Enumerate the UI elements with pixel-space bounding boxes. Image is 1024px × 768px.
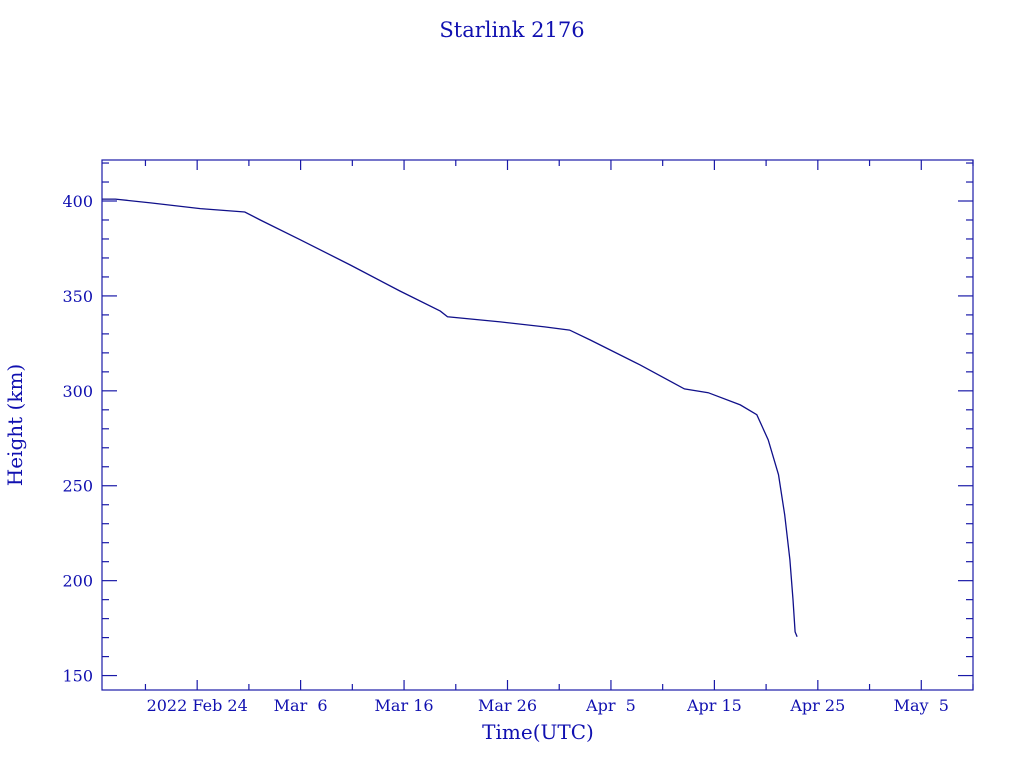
x-axis-label: Time(UTC) [482,720,594,744]
x-tick-label: Apr 25 [789,696,845,715]
plot-frame [101,159,974,691]
chart-title: Starlink 2176 [439,18,584,42]
y-tick-label: 300 [62,382,93,401]
x-tick-label: Mar 16 [375,696,434,715]
y-tick-label: 150 [62,667,93,686]
x-tick-label: 2022 Feb 24 [147,696,248,715]
x-tick-label: Mar 26 [478,696,537,715]
x-tick-label: Mar 6 [274,696,328,715]
y-tick-label: 200 [62,572,93,591]
series-line-height [102,198,798,637]
x-tick-label: Apr 15 [686,696,742,715]
y-axis-label: Height (km) [3,364,27,486]
y-tick-label: 250 [62,477,93,496]
y-tick-label: 350 [62,287,93,306]
x-tick-label: Apr 5 [585,696,636,715]
y-tick-label: 400 [62,192,93,211]
x-tick-label: May 5 [894,696,949,715]
